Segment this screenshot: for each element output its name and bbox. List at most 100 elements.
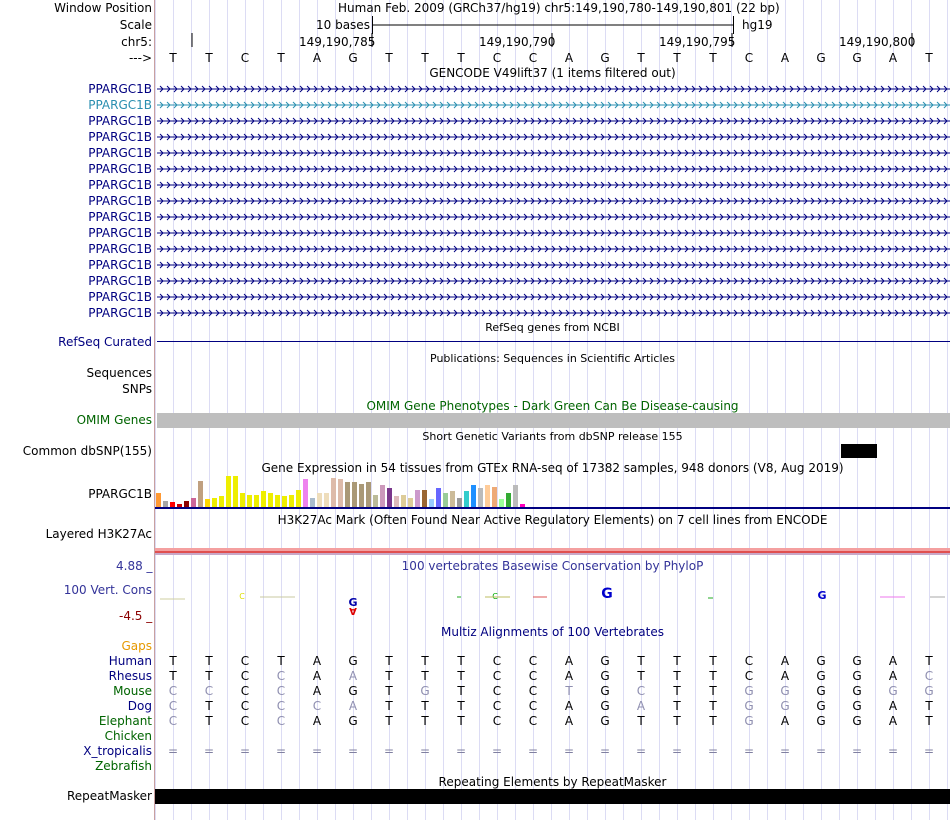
gencode-gene-label[interactable]: PPARGC1B: [88, 178, 152, 192]
species-label[interactable]: Chicken: [104, 729, 152, 743]
gencode-gene-label[interactable]: PPARGC1B: [88, 82, 152, 96]
phylop-label[interactable]: 100 Vert. Cons: [63, 583, 152, 597]
gtex-tissue-bar[interactable]: [373, 495, 378, 507]
gencode-gene-label[interactable]: PPARGC1B: [88, 114, 152, 128]
gtex-tissue-bar[interactable]: [303, 479, 308, 507]
gtex-label[interactable]: PPARGC1B: [88, 487, 152, 501]
gencode-gene-label[interactable]: PPARGC1B: [88, 162, 152, 176]
species-label[interactable]: Rhesus: [108, 669, 152, 683]
refseq-line[interactable]: [157, 341, 950, 342]
repeatmasker-label[interactable]: RepeatMasker: [66, 789, 152, 803]
gencode-gene-label[interactable]: PPARGC1B: [88, 290, 152, 304]
gtex-tissue-bar[interactable]: [268, 493, 273, 507]
gtex-tissue-bar[interactable]: [415, 490, 420, 507]
gencode-transcript[interactable]: [157, 100, 950, 110]
gtex-tissue-bar[interactable]: [499, 499, 504, 507]
h3k27ac-signal-core[interactable]: [155, 551, 950, 553]
sequences-label[interactable]: Sequences: [86, 366, 152, 380]
gtex-tissue-bar[interactable]: [450, 491, 455, 507]
omim-bar[interactable]: [157, 413, 950, 428]
repeatmasker-bar[interactable]: [155, 789, 950, 804]
gtex-tissue-bar[interactable]: [380, 485, 385, 507]
gencode-gene-label[interactable]: PPARGC1B: [88, 274, 152, 288]
gencode-transcript[interactable]: [157, 276, 950, 286]
dbsnp-label[interactable]: Common dbSNP(155): [22, 444, 152, 458]
gtex-tissue-bar[interactable]: [163, 501, 168, 507]
species-label[interactable]: Zebrafish: [95, 759, 152, 773]
gtex-tissue-bar[interactable]: [443, 493, 448, 507]
gtex-tissue-bar[interactable]: [352, 482, 357, 507]
gtex-tissue-bar[interactable]: [289, 495, 294, 507]
gtex-tissue-bar[interactable]: [317, 493, 322, 507]
gaps-label[interactable]: Gaps: [121, 639, 152, 653]
gencode-gene-label[interactable]: PPARGC1B: [88, 194, 152, 208]
gtex-tissue-bar[interactable]: [401, 495, 406, 507]
gencode-gene-label[interactable]: PPARGC1B: [88, 242, 152, 256]
snps-label[interactable]: SNPs: [122, 382, 152, 396]
gtex-tissue-bar[interactable]: [324, 493, 329, 507]
gtex-tissue-bar[interactable]: [177, 504, 182, 507]
gtex-tissue-bar[interactable]: [366, 482, 371, 507]
gtex-tissue-bar[interactable]: [212, 498, 217, 507]
gencode-gene-label[interactable]: PPARGC1B: [88, 210, 152, 224]
gencode-transcript[interactable]: [157, 164, 950, 174]
gtex-tissue-bar[interactable]: [191, 498, 196, 507]
gtex-tissue-bar[interactable]: [338, 479, 343, 507]
gencode-transcript[interactable]: [157, 196, 950, 206]
gencode-transcript[interactable]: [157, 292, 950, 302]
gencode-transcript[interactable]: [157, 116, 950, 126]
h3k27ac-label[interactable]: Layered H3K27Ac: [45, 527, 152, 541]
gtex-tissue-bar[interactable]: [478, 488, 483, 507]
gtex-tissue-bar[interactable]: [520, 504, 525, 507]
snp-variant-block[interactable]: [841, 444, 877, 458]
gencode-transcript[interactable]: [157, 244, 950, 254]
gencode-gene-label[interactable]: PPARGC1B: [88, 226, 152, 240]
gencode-transcript[interactable]: [157, 260, 950, 270]
gencode-transcript[interactable]: [157, 84, 950, 94]
gtex-tissue-bar[interactable]: [282, 496, 287, 507]
gencode-gene-label[interactable]: PPARGC1B: [88, 98, 152, 112]
gtex-tissue-bar[interactable]: [506, 493, 511, 507]
gtex-tissue-bar[interactable]: [296, 490, 301, 507]
gtex-tissue-bar[interactable]: [429, 499, 434, 507]
phylop-plot[interactable]: C G A C G G: [155, 585, 950, 615]
gtex-tissue-bar[interactable]: [275, 495, 280, 507]
gtex-tissue-bar[interactable]: [310, 498, 315, 507]
gtex-bar-chart[interactable]: [155, 476, 950, 510]
gencode-gene-label[interactable]: PPARGC1B: [88, 306, 152, 320]
gtex-tissue-bar[interactable]: [205, 499, 210, 507]
gtex-tissue-bar[interactable]: [394, 496, 399, 507]
gencode-transcript[interactable]: [157, 148, 950, 158]
h3k27ac-signal-base[interactable]: [155, 553, 950, 555]
gtex-tissue-bar[interactable]: [233, 476, 238, 507]
gtex-tissue-bar[interactable]: [464, 491, 469, 507]
omim-label[interactable]: OMIM Genes: [76, 413, 152, 427]
gtex-tissue-bar[interactable]: [198, 481, 203, 507]
gencode-transcript[interactable]: [157, 180, 950, 190]
gtex-tissue-bar[interactable]: [359, 484, 364, 507]
gtex-tissue-bar[interactable]: [345, 482, 350, 507]
gtex-tissue-bar[interactable]: [457, 498, 462, 507]
gtex-tissue-bar[interactable]: [485, 485, 490, 507]
species-label[interactable]: Dog: [127, 699, 152, 713]
gtex-tissue-bar[interactable]: [184, 501, 189, 507]
gtex-tissue-bar[interactable]: [247, 495, 252, 507]
gtex-tissue-bar[interactable]: [156, 493, 161, 507]
gencode-transcript[interactable]: [157, 228, 950, 238]
gtex-tissue-bar[interactable]: [492, 487, 497, 507]
gencode-gene-label[interactable]: PPARGC1B: [88, 130, 152, 144]
h3k27ac-signal[interactable]: [155, 548, 950, 551]
species-label[interactable]: Mouse: [113, 684, 152, 698]
refseq-label[interactable]: RefSeq Curated: [58, 335, 152, 349]
gtex-tissue-bar[interactable]: [219, 496, 224, 507]
gtex-tissue-bar[interactable]: [261, 491, 266, 507]
gtex-tissue-bar[interactable]: [422, 490, 427, 507]
gencode-gene-label[interactable]: PPARGC1B: [88, 146, 152, 160]
gtex-tissue-bar[interactable]: [471, 485, 476, 507]
gtex-tissue-bar[interactable]: [331, 478, 336, 507]
gtex-tissue-bar[interactable]: [254, 495, 259, 507]
gencode-transcript[interactable]: [157, 308, 950, 318]
gtex-tissue-bar[interactable]: [408, 498, 413, 507]
species-label[interactable]: X_tropicalis: [83, 744, 152, 758]
gencode-transcript[interactable]: [157, 132, 950, 142]
